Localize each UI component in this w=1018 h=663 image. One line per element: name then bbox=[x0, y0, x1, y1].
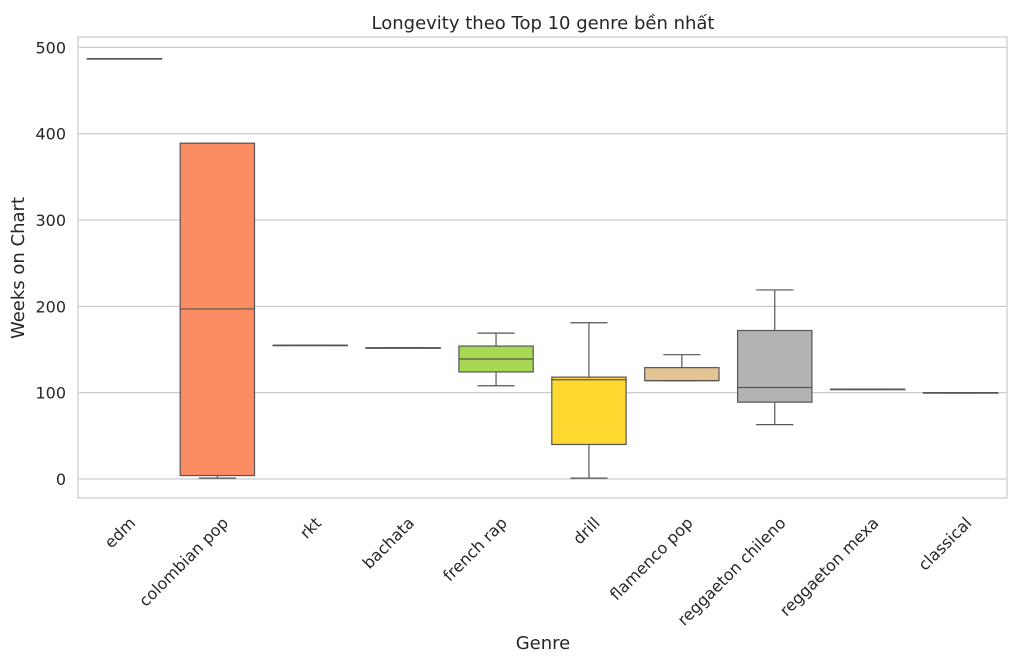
iqr-box bbox=[551, 376, 627, 446]
y-axis-label: Weeks on Chart bbox=[8, 197, 29, 339]
box-french-rap bbox=[458, 332, 534, 387]
y-tick-label: 300 bbox=[35, 211, 66, 230]
box-classical bbox=[922, 392, 999, 394]
box-reggaeton-chileno bbox=[736, 289, 813, 426]
iqr-box bbox=[644, 367, 720, 382]
box-bachata bbox=[365, 347, 441, 349]
box-drill bbox=[551, 322, 627, 479]
y-tick-label: 500 bbox=[35, 38, 66, 57]
y-tick-label: 400 bbox=[35, 125, 66, 144]
chart-title: Longevity theo Top 10 genre bền nhất bbox=[372, 13, 715, 34]
iqr-box bbox=[736, 329, 813, 403]
y-axis-ticks: 0 100 200 300 400 500 bbox=[35, 38, 66, 489]
y-tick-label: 200 bbox=[35, 297, 66, 316]
box-reggaeton-mexa bbox=[829, 388, 906, 391]
boxes-layer bbox=[86, 57, 999, 479]
x-axis-label: Genre bbox=[516, 633, 571, 654]
box-edm bbox=[86, 57, 163, 60]
y-tick-label: 100 bbox=[35, 384, 66, 403]
box-rkt bbox=[272, 344, 349, 347]
y-tick-label: 0 bbox=[56, 470, 66, 489]
plot-frame bbox=[77, 36, 1008, 499]
box-colombian-pop bbox=[179, 142, 256, 479]
box-flamenco-pop bbox=[644, 354, 720, 382]
